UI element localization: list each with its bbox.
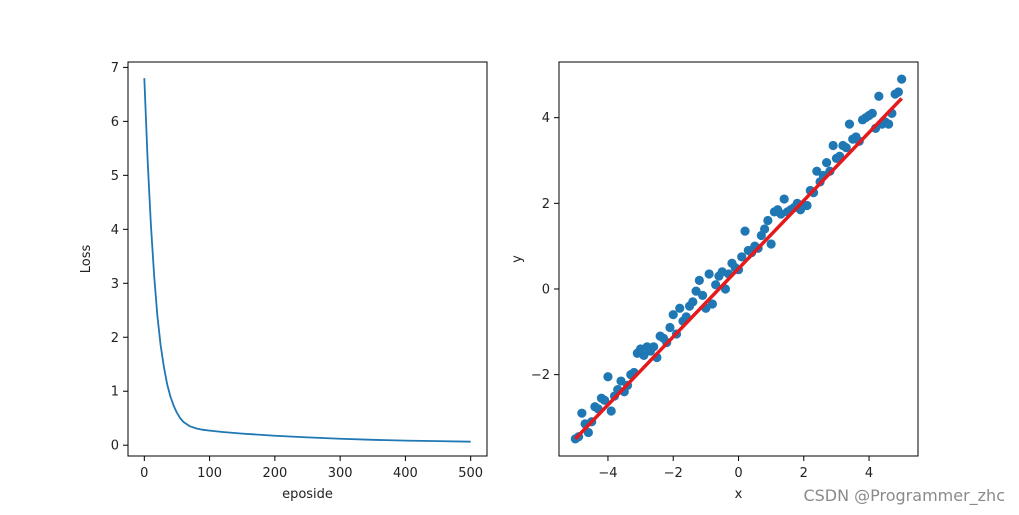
scatter-y-tick-label: 4 <box>542 111 550 126</box>
scatter-y-tick-label: 0 <box>542 282 550 297</box>
scatter-point <box>639 350 649 360</box>
scatter-point <box>897 74 907 84</box>
scatter-y-tick-label: 2 <box>542 197 550 212</box>
scatter-point <box>675 303 685 313</box>
scatter-point <box>893 87 904 97</box>
scatter-point <box>649 342 659 352</box>
scatter-point <box>688 297 698 307</box>
scatter-point <box>694 275 704 286</box>
scatter-point <box>707 299 717 309</box>
scatter-x-tick-label: 2 <box>800 466 808 481</box>
scatter-point <box>740 226 750 236</box>
scatter-point <box>763 215 773 226</box>
scatter-point <box>691 286 701 296</box>
scatter-y-axis-label: y <box>510 255 525 263</box>
loss-y-tick-label: 3 <box>111 277 119 292</box>
loss-y-tick-label: 2 <box>111 331 119 346</box>
fit-line <box>574 97 903 441</box>
scatter-point <box>603 372 613 382</box>
scatter-point <box>616 376 626 386</box>
scatter-x-axis-label: x <box>735 487 743 502</box>
scatter-point <box>606 406 616 416</box>
loss-series-line <box>143 78 471 443</box>
loss-x-tick-label: 400 <box>393 466 418 481</box>
scatter-point <box>874 91 884 101</box>
loss-x-tick-label: 300 <box>328 466 353 481</box>
scatter-point <box>812 166 822 176</box>
loss-y-tick-label: 6 <box>111 115 119 130</box>
loss-axes-frame <box>127 61 488 457</box>
scatter-point <box>828 140 838 151</box>
scatter-point <box>779 194 789 204</box>
loss-y-tick-label: 5 <box>111 169 119 184</box>
scatter-point <box>711 280 721 290</box>
scatter-point <box>665 322 675 333</box>
scatter-point <box>841 143 851 153</box>
loss-x-tick-label: 0 <box>140 466 148 481</box>
scatter-point <box>867 108 877 118</box>
scatter-point <box>802 200 812 211</box>
scatter-x-tick-label: 4 <box>865 466 873 481</box>
scatter-point <box>737 252 747 262</box>
scatter-point <box>884 119 894 129</box>
scatter-point <box>600 395 610 405</box>
scatter-chart: −4 −2 0 2 4 −2 0 2 4 x y <box>510 61 919 502</box>
loss-x-tick-label: 200 <box>262 466 287 481</box>
scatter-point <box>577 408 587 418</box>
loss-y-tick-label: 7 <box>111 61 119 76</box>
scatter-x-tick-label: 0 <box>734 466 742 481</box>
loss-y-axis-label: Loss <box>79 245 94 274</box>
loss-chart: 0 100 200 300 400 500 0 1 2 3 4 5 6 7 eposide Loss <box>79 61 488 502</box>
scatter-point <box>668 310 678 320</box>
scatter-point <box>760 224 770 234</box>
scatter-point <box>822 158 832 168</box>
loss-y-tick-label: 0 <box>111 439 119 454</box>
loss-x-tick-label: 500 <box>458 466 483 481</box>
scatter-x-tick-label: −2 <box>664 466 683 481</box>
scatter-point <box>704 269 714 279</box>
loss-x-tick-label: 100 <box>197 466 222 481</box>
scatter-point <box>698 290 708 300</box>
scatter-x-tick-label: −4 <box>598 466 617 481</box>
loss-y-tick-label: 4 <box>111 223 119 238</box>
loss-x-axis-label: eposide <box>282 487 333 502</box>
scatter-point <box>844 119 855 129</box>
loss-y-tick-label: 1 <box>111 385 119 400</box>
scatter-y-tick-label: −2 <box>531 368 550 383</box>
watermark: CSDN @Programmer_zhc <box>803 486 1005 505</box>
scatter-point <box>766 239 776 249</box>
